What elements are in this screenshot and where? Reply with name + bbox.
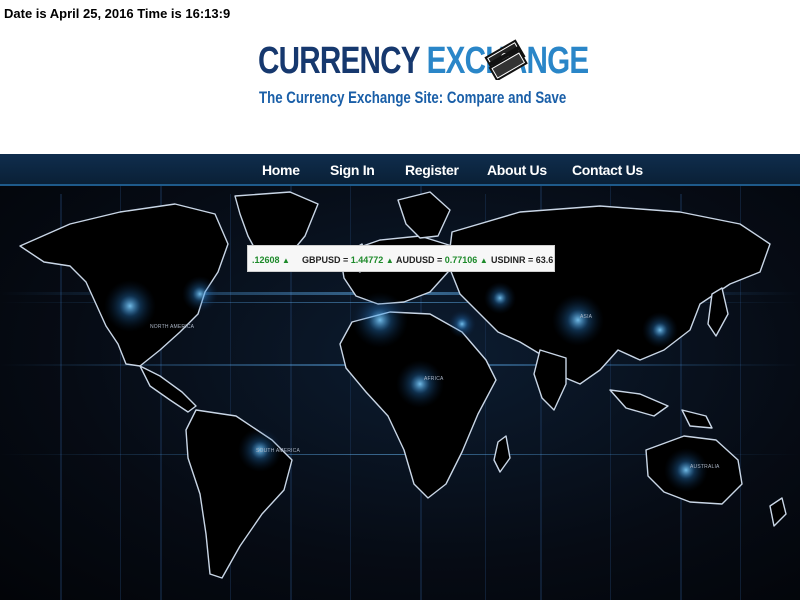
ticker-item: AUDUSD = 0.77106 ▲ <box>396 255 488 265</box>
nav-register[interactable]: Register <box>405 162 459 178</box>
ticker-value: 1.44772 <box>350 255 384 265</box>
map-label-north-america: NORTH AMERICA <box>150 324 195 330</box>
site-logo[interactable]: CURRENCY EXCHANGE The Currency Exchange … <box>258 34 589 114</box>
ticker-item: USDINR = 63.6 <box>491 255 553 265</box>
nav-sign-in[interactable]: Sign In <box>330 162 375 178</box>
ticker-value: .12608 <box>252 255 280 265</box>
money-stack-icon <box>484 39 528 80</box>
ticker-item: .12608 ▲ <box>252 255 290 265</box>
map-label-africa: AFRICA <box>424 376 444 382</box>
map-label-asia: ASIA <box>580 314 593 320</box>
hero-world-map: NORTH AMERICA SOUTH AMERICA AFRICA ASIA … <box>0 154 800 600</box>
logo-title: CURRENCY EXCHANGE <box>258 40 589 83</box>
ticker-pair: AUDUSD = <box>396 255 443 265</box>
nav-contact-us[interactable]: Contact Us <box>572 162 643 178</box>
ticker-value: 63.6 <box>535 255 554 265</box>
logo-word-currency: CURRENCY <box>258 40 420 82</box>
ticker-pair: GBPUSD = <box>302 255 349 265</box>
logo-tagline: The Currency Exchange Site: Compare and … <box>259 88 567 107</box>
date-time-text: Date is April 25, 2016 Time is 16:13:9 <box>4 6 231 21</box>
ticker-item: GBPUSD = 1.44772 ▲ <box>302 255 394 265</box>
ticker-pair: USDINR = <box>491 255 534 265</box>
world-map-graphic <box>0 174 800 600</box>
main-navigation: Home Sign In Register About Us Contact U… <box>0 154 800 186</box>
nav-about-us[interactable]: About Us <box>487 162 547 178</box>
nav-home[interactable]: Home <box>262 162 300 178</box>
map-label-australia: AUSTRALIA <box>690 464 720 470</box>
trend-up-icon: ▲ <box>479 256 488 265</box>
map-label-south-america: SOUTH AMERICA <box>256 448 300 454</box>
currency-ticker: .12608 ▲ GBPUSD = 1.44772 ▲ AUDUSD = 0.7… <box>247 245 555 272</box>
trend-up-icon: ▲ <box>385 256 394 265</box>
ticker-value: 0.77106 <box>444 255 478 265</box>
trend-up-icon: ▲ <box>282 256 290 265</box>
